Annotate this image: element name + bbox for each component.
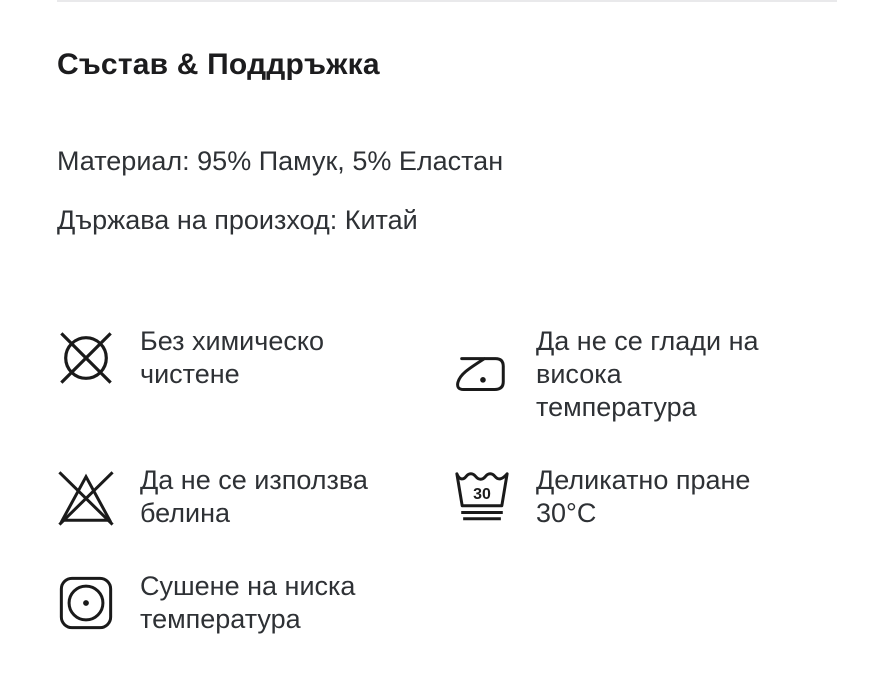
care-item-no-bleach: Да не се използва белина — [57, 464, 453, 530]
no-bleach-icon — [57, 468, 115, 526]
no-hot-iron-icon — [453, 346, 511, 404]
section-title: Състав & Поддръжка — [57, 48, 380, 81]
origin-line: Държава на произход: Китай — [57, 205, 418, 235]
composition-block: Материал: 95% Памук, 5% Еластан Държава … — [57, 144, 863, 237]
care-item-no-dry-clean: Без химическо чистене — [57, 325, 453, 391]
care-symbols-grid: Без химическо чистене Да не се глади на … — [57, 325, 863, 636]
care-label: Без химическо чистене — [140, 326, 324, 389]
delicate-wash-30-icon: 30 — [453, 468, 511, 526]
care-item-tumble-dry-low: Сушене на ниска температура — [57, 570, 453, 636]
wash-temperature-value: 30 — [473, 486, 491, 503]
top-divider — [57, 0, 837, 2]
care-item-no-hot-iron: Да не се глади на висока температура — [453, 325, 863, 424]
care-label: Да не се глади на висока температура — [536, 326, 759, 422]
material-line: Материал: 95% Памук, 5% Еластан — [57, 146, 504, 176]
care-label: Сушене на ниска температура — [140, 571, 356, 634]
care-label: Да не се използва белина — [140, 465, 368, 528]
tumble-dry-low-icon — [57, 574, 115, 632]
care-label: Деликатно пране 30°C — [536, 465, 751, 528]
section-content: Състав & Поддръжка Материал: 95% Памук, … — [57, 48, 863, 636]
no-dry-clean-icon — [57, 329, 115, 387]
care-item-delicate-wash-30: 30 Деликатно пране 30°C — [453, 464, 863, 530]
